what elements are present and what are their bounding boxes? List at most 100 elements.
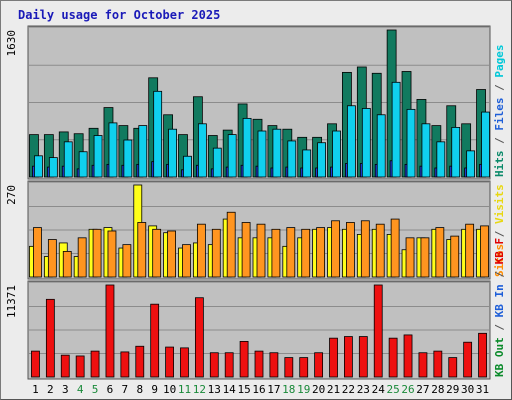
bar-kb-f-day-5	[90, 350, 100, 378]
bar-kb-f-day-7	[120, 351, 130, 378]
x-tick-label: 10	[163, 383, 176, 396]
x-tick-label: 21	[327, 383, 340, 396]
x-tick-label: 6	[107, 383, 114, 396]
bar-sites-day-22	[346, 222, 355, 278]
x-tick-label: 9	[151, 383, 158, 396]
bar-pages-day-22	[347, 105, 356, 178]
bar-kb-f-day-12	[194, 297, 204, 378]
bar-sites-day-14	[226, 211, 236, 278]
bar-sites-day-10	[167, 230, 176, 278]
x-tick-label: 3	[62, 383, 69, 396]
legend-entry: Visits	[493, 184, 506, 224]
bar-pages-day-13	[212, 147, 222, 178]
bar-sites-day-4	[77, 237, 87, 278]
bar-pages-day-20	[317, 142, 327, 178]
y-max-label: 11371	[5, 285, 18, 318]
bar-pages-day-3	[63, 141, 73, 178]
x-tick-label: 29	[446, 383, 459, 396]
bar-sites-day-29	[450, 235, 460, 278]
bar-sites-day-2	[47, 239, 57, 278]
x-tick-label: 28	[431, 383, 444, 396]
bar-pages-day-18	[287, 140, 297, 178]
bar-pages-day-1	[34, 155, 43, 178]
panel-legend: KB Out / KB In / KB F	[493, 238, 506, 377]
bar-pages-day-29	[451, 126, 461, 178]
x-tick-label: 14	[223, 383, 237, 396]
bar-kb-f-day-23	[358, 336, 368, 378]
bar-pages-day-26	[406, 108, 416, 178]
legend-entry: KB F	[493, 238, 506, 265]
bar-sites-day-30	[465, 223, 475, 278]
y-max-label: 270	[5, 185, 18, 205]
bar-sites-day-16	[256, 223, 266, 278]
bar-pages-day-15	[242, 117, 252, 178]
bar-sites-day-27	[420, 237, 430, 278]
series-pages	[34, 81, 490, 178]
bar-sites-day-9	[152, 228, 162, 278]
bar-pages-day-24	[376, 114, 386, 178]
bar-kb-f-day-1	[31, 350, 40, 378]
legend-entry: Pages	[493, 45, 506, 78]
bar-sites-day-25	[390, 218, 400, 278]
x-tick-label: 2	[47, 383, 54, 396]
bar-kb-f-day-26	[403, 334, 413, 378]
x-tick-label: 22	[342, 383, 355, 396]
bar-kb-f-day-15	[239, 341, 249, 378]
x-tick-label: 1	[32, 383, 39, 396]
bar-pages-day-12	[197, 123, 207, 178]
bar-sites-day-11	[182, 244, 191, 278]
bar-sites-day-1	[33, 227, 42, 278]
legend-entry: /	[493, 224, 506, 244]
bar-pages-day-19	[302, 149, 312, 178]
legend-entry: /	[493, 264, 506, 284]
legend-entry: Hits	[493, 151, 506, 178]
bar-kb-f-day-29	[448, 357, 458, 378]
chart-title: Daily usage for October 2025	[18, 8, 220, 22]
legend-entry: Sites	[493, 244, 506, 277]
bar-pages-day-9	[153, 90, 163, 178]
legend-entry: /	[493, 131, 506, 151]
x-tick-label: 27	[416, 383, 429, 396]
bar-pages-day-28	[436, 141, 446, 178]
bar-pages-day-16	[257, 130, 267, 178]
x-tick-label: 11	[178, 383, 191, 396]
x-tick-label: 16	[252, 383, 265, 396]
bar-sites-day-31	[480, 225, 489, 278]
x-tick-label: 18	[282, 383, 295, 396]
panel-legend: Sites / Visits	[493, 184, 506, 277]
bar-pages-day-11	[183, 155, 192, 178]
x-tick-label: 5	[92, 383, 99, 396]
bar-kb-f-day-28	[433, 350, 443, 378]
x-tick-label: 23	[357, 383, 370, 396]
series-kb-f	[31, 284, 487, 378]
bar-pages-day-4	[78, 151, 88, 178]
x-tick-label: 26	[401, 383, 414, 396]
bar-sites-day-19	[301, 228, 311, 278]
x-tick-label: 12	[193, 383, 206, 396]
bar-kb-f-day-3	[60, 354, 70, 378]
x-tick-label: 24	[372, 383, 386, 396]
x-tick-label: 15	[237, 383, 250, 396]
bar-sites-day-6	[107, 230, 117, 278]
bar-kb-f-day-2	[45, 298, 55, 378]
bar-kb-f-day-8	[135, 345, 145, 378]
bar-sites-day-12	[196, 223, 206, 278]
bar-pages-day-23	[361, 108, 371, 178]
legend-entry: KB In	[493, 284, 506, 317]
x-tick-label: 17	[267, 383, 280, 396]
bar-sites-day-28	[435, 227, 445, 278]
bar-sites-day-20	[316, 227, 326, 278]
x-tick-label: 7	[122, 383, 129, 396]
bar-kb-f-day-17	[269, 352, 279, 378]
legend-entry: Files	[493, 98, 506, 131]
bar-kb-f-day-11	[180, 347, 189, 378]
bar-kb-f-day-22	[344, 336, 353, 378]
bar-kb-f-day-18	[284, 357, 294, 378]
y-max-label: 1630	[5, 30, 18, 57]
bar-pages-day-6	[108, 122, 118, 178]
x-tick-label: 13	[208, 383, 221, 396]
bar-pages-day-7	[123, 139, 133, 178]
legend-entry: KB Out	[493, 337, 506, 377]
bar-sites-day-8	[137, 222, 147, 278]
bar-pages-day-25	[391, 81, 401, 178]
